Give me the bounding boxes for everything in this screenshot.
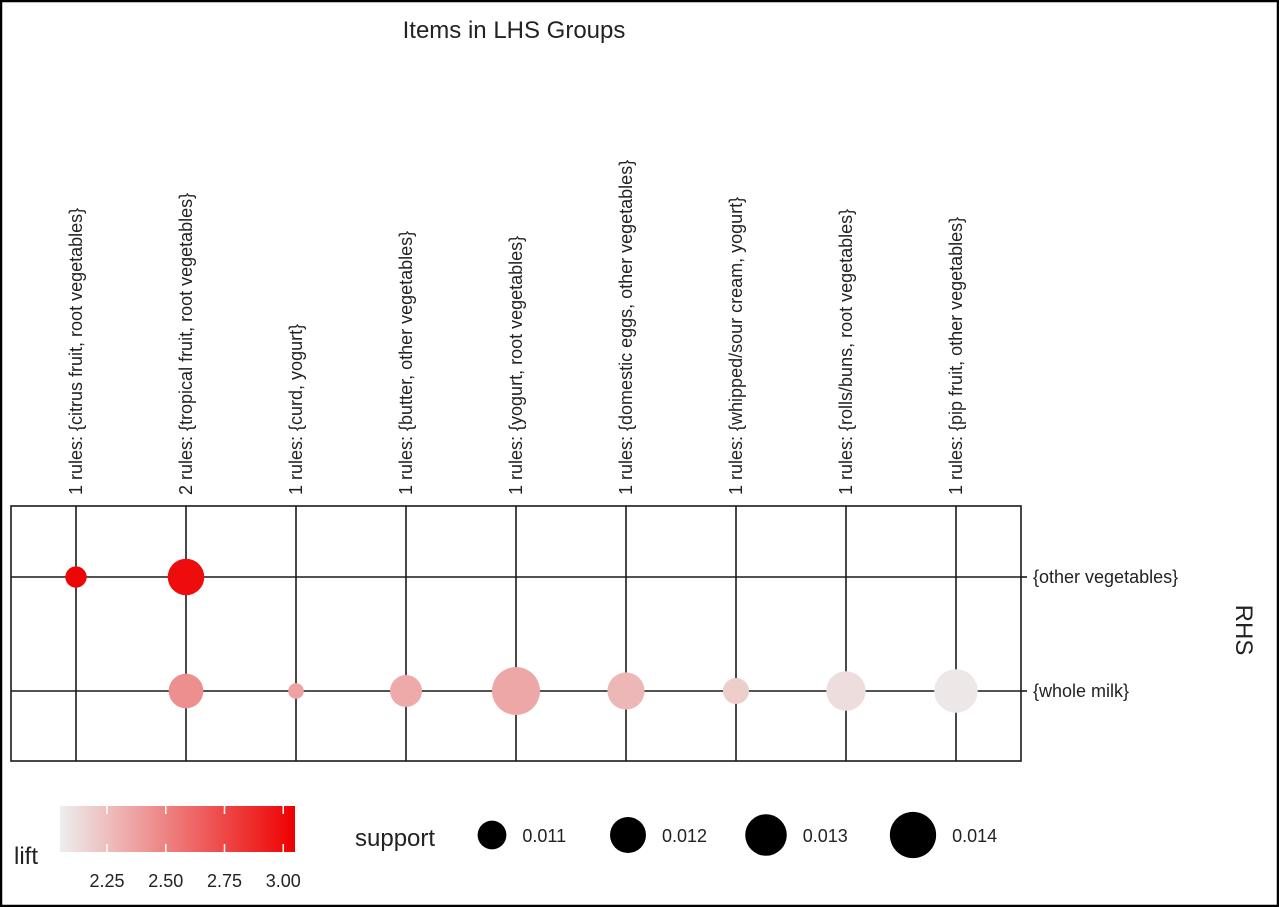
rule-point <box>168 673 204 709</box>
rule-point <box>607 672 645 710</box>
rhs-labels: {other vegetables} {whole milk} <box>1021 567 1178 701</box>
lift-tick-label: 2.25 <box>89 871 124 891</box>
rhs-label: {whole milk} <box>1033 681 1129 701</box>
lift-tick-label: 3.00 <box>266 871 301 891</box>
lhs-group-label: 1 rules: {pip fruit, other vegetables} <box>946 217 966 495</box>
support-legend-label: 0.011 <box>522 826 566 846</box>
support-legend-circle <box>610 817 646 853</box>
points-layer <box>65 558 978 715</box>
rule-point <box>288 683 304 699</box>
support-legend-circle <box>745 814 787 856</box>
support-legend: support 0.011 0.012 0.013 0.014 <box>355 811 997 859</box>
rule-point <box>934 669 978 713</box>
lhs-group-label: 2 rules: {tropical fruit, root vegetable… <box>176 193 196 495</box>
rhs-axis-title: RHS <box>1230 605 1257 656</box>
lhs-group-label: 1 rules: {whipped/sour cream, yogurt} <box>726 197 746 495</box>
support-legend-label: 0.012 <box>662 826 707 846</box>
support-legend-circle <box>889 811 937 859</box>
support-legend-label: 0.013 <box>803 826 848 846</box>
support-legend-label: 0.014 <box>952 826 997 846</box>
lift-legend-title: lift <box>14 843 38 870</box>
lhs-group-label: 1 rules: {rolls/buns, root vegetables} <box>836 209 856 495</box>
chart-title: Items in LHS Groups <box>403 17 626 44</box>
support-legend-circle <box>477 820 507 850</box>
lhs-group-label: 1 rules: {curd, yogurt} <box>286 324 306 495</box>
lift-colorbar <box>60 806 295 852</box>
lhs-group-label: 1 rules: {butter, other vegetables} <box>396 231 416 495</box>
lhs-group-labels: 1 rules: {citrus fruit, root vegetables}… <box>66 160 966 495</box>
rule-point <box>722 677 750 705</box>
rule-point <box>390 675 422 707</box>
support-legend-title: support <box>355 825 435 852</box>
rule-point <box>826 671 866 711</box>
rule-point <box>167 558 205 596</box>
plot-panel <box>10 505 1022 762</box>
rule-point <box>65 566 87 588</box>
lift-legend: lift 2.25 2.50 2.75 3.00 <box>14 806 301 891</box>
lhs-group-label: 1 rules: {yogurt, root vegetables} <box>506 236 526 495</box>
lift-tick-label: 2.75 <box>207 871 242 891</box>
rule-point <box>492 667 540 715</box>
lhs-group-label: 1 rules: {citrus fruit, root vegetables} <box>66 208 86 495</box>
lift-tick-label: 2.50 <box>148 871 183 891</box>
lift-ticks: 2.25 2.50 2.75 3.00 <box>89 806 301 891</box>
lhs-group-label: 1 rules: {domestic eggs, other vegetable… <box>616 160 636 495</box>
rhs-label: {other vegetables} <box>1033 567 1178 587</box>
support-legend-items: 0.011 0.012 0.013 0.014 <box>477 811 997 859</box>
